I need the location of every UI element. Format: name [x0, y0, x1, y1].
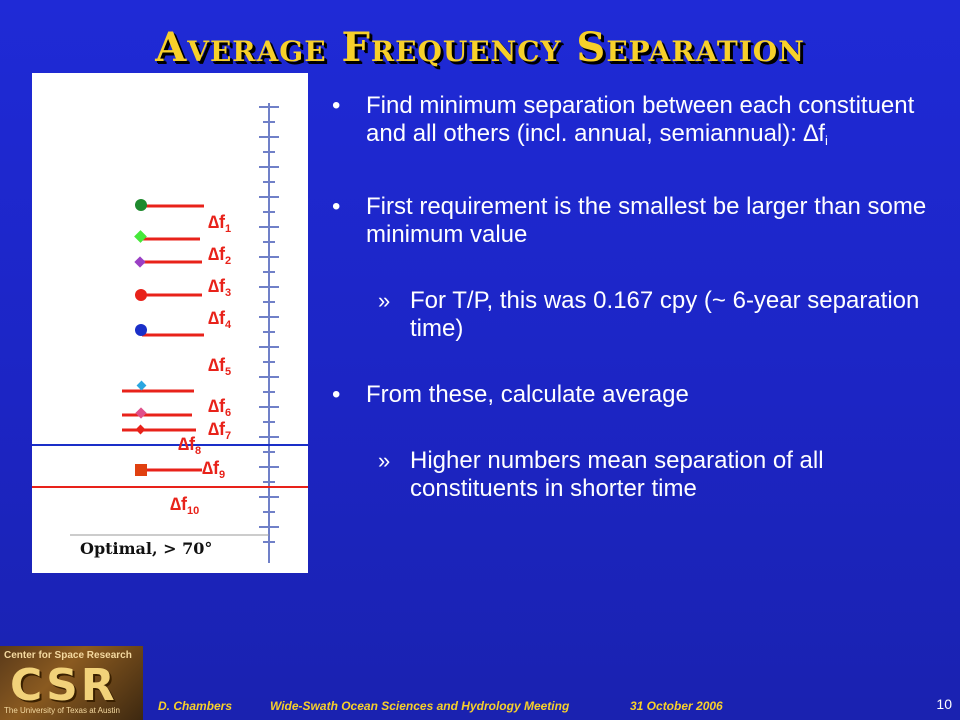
footer-date: 31 October 2006	[630, 699, 723, 713]
axis-ticks	[259, 106, 279, 543]
figure-drawing	[32, 103, 308, 563]
constituent-marker-pink	[135, 407, 147, 419]
delta-f3-label: ∆f3	[208, 276, 232, 299]
sub-bullet-marker: »	[378, 448, 391, 473]
bullet-text: From these, calculate average	[366, 381, 689, 408]
delta-f8-label: ∆f8	[178, 434, 202, 457]
logo-letters: CSR	[10, 660, 118, 711]
bullet-dot: •	[332, 92, 341, 119]
delta-f2-label: ∆f2	[208, 244, 232, 267]
page-number: 10	[936, 696, 952, 712]
sub-bullet-text: For T/P, this was 0.167 cpy (~ 6-year se…	[410, 287, 920, 342]
bullet-item: • From these, calculate average	[330, 381, 940, 409]
sub-bullet-marker: »	[378, 288, 391, 313]
delta-f5-label: ∆f5	[208, 355, 232, 378]
sub-bullet-text: Higher numbers mean separation of all co…	[410, 447, 824, 502]
bullet-list: • Find minimum separation between each c…	[330, 92, 940, 503]
bullet-text: First requirement is the smallest be lar…	[366, 193, 927, 248]
bullet-text: Find minimum separation between each con…	[366, 92, 915, 147]
bullet-item: • Find minimum separation between each c…	[330, 92, 940, 155]
delta-f1-label: ∆f1	[208, 212, 232, 235]
delta-f10-label: ∆f10	[170, 494, 200, 517]
figure-caption: Optimal, > 70°	[80, 539, 213, 558]
logo-bottom-text: The University of Texas at Austin	[4, 706, 120, 715]
delta-f7-label: ∆f7	[208, 419, 232, 442]
delta-f9-label: ∆f9	[202, 458, 226, 481]
constituent-marker-square	[135, 464, 147, 476]
footer-author: D. Chambers	[158, 699, 233, 713]
constituent-marker-blue	[135, 324, 147, 336]
bullet-subscript: i	[824, 133, 828, 148]
slide-title: Average Frequency Separation	[155, 24, 805, 71]
constituent-marker-cyan	[136, 380, 147, 391]
csr-logo: Center for Space Research CSR The Univer…	[0, 646, 143, 720]
footer-meeting: Wide-Swath Ocean Sciences and Hydrology …	[270, 699, 570, 713]
delta-f6-label: ∆f6	[208, 396, 232, 419]
bullet-item: • First requirement is the smallest be l…	[330, 193, 940, 249]
logo-top-text: Center for Space Research	[4, 650, 132, 661]
constituent-marker-green	[135, 199, 147, 211]
delta-f4-label: ∆f4	[208, 308, 232, 331]
constituent-marker-purple	[134, 256, 146, 268]
constituent-marker-red-diamond	[135, 424, 146, 435]
sub-bullet-item: » Higher numbers mean separation of all …	[330, 447, 940, 503]
sub-bullet-item: » For T/P, this was 0.167 cpy (~ 6-year …	[330, 287, 940, 343]
constituent-marker-lime	[134, 230, 147, 243]
bullet-dot: •	[332, 193, 341, 220]
bullet-dot: •	[332, 381, 341, 408]
separation-figure: ∆f1 ∆f2 ∆f3 ∆f4 ∆f5 ∆f6 ∆f7 ∆f8 ∆f9 ∆f10…	[32, 73, 308, 573]
constituent-marker-red	[135, 289, 147, 301]
